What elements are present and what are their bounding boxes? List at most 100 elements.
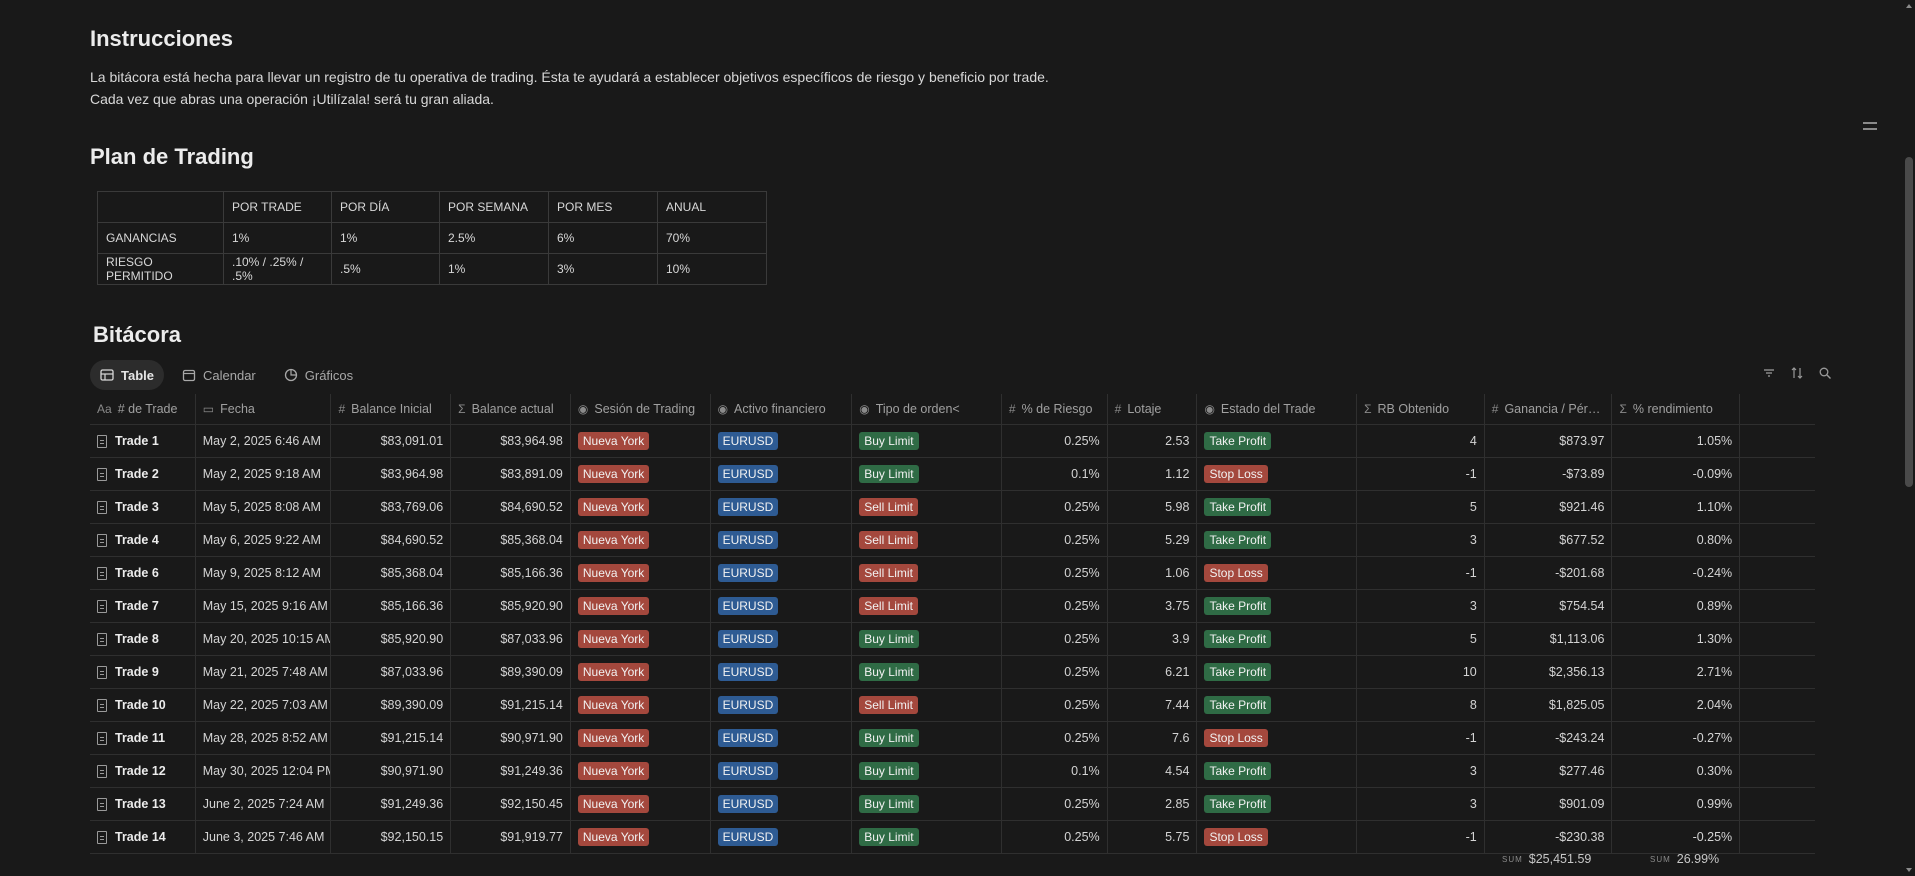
plan-cell[interactable]: .5%: [331, 253, 440, 285]
column-header[interactable]: # Lotaje: [1108, 394, 1198, 424]
cell-trade[interactable]: Trade 11: [90, 722, 196, 754]
cell-sesion[interactable]: Nueva York: [571, 623, 711, 655]
cell-lotaje[interactable]: 5.75: [1108, 821, 1198, 853]
cell-fecha[interactable]: May 22, 2025 7:03 AM: [196, 689, 332, 721]
cell-bal-ini[interactable]: $84,690.52: [331, 524, 452, 556]
tab-graficos[interactable]: Gráficos: [274, 360, 363, 390]
cell-ganancia[interactable]: $2,356.13: [1485, 656, 1613, 688]
column-header[interactable]: Σ % rendimiento: [1612, 394, 1741, 424]
plan-cell[interactable]: .10% / .25% / .5%: [223, 253, 332, 285]
cell-rb[interactable]: 8: [1357, 689, 1485, 721]
cell-orden[interactable]: Sell Limit: [852, 491, 1002, 523]
column-header[interactable]: ◉ Tipo de orden<: [852, 394, 1002, 424]
cell-lotaje[interactable]: 5.29: [1108, 524, 1198, 556]
cell-orden[interactable]: Sell Limit: [852, 557, 1002, 589]
cell-bal-ini[interactable]: $85,166.36: [331, 590, 452, 622]
cell-bal-act[interactable]: $89,390.09: [451, 656, 571, 688]
cell-rend[interactable]: 0.89%: [1612, 590, 1741, 622]
cell-bal-act[interactable]: $83,964.98: [451, 425, 571, 457]
column-header[interactable]: ◉ Estado del Trade: [1197, 394, 1358, 424]
table-row[interactable]: Trade 11 May 28, 2025 8:52 AM $91,215.14 $9…: [90, 722, 1815, 755]
cell-sesion[interactable]: Nueva York: [571, 590, 711, 622]
cell-trade[interactable]: Trade 2: [90, 458, 196, 490]
cell-estado[interactable]: Stop Loss: [1197, 722, 1358, 754]
cell-bal-ini[interactable]: $89,390.09: [331, 689, 452, 721]
cell-riesgo[interactable]: 0.1%: [1002, 755, 1108, 787]
plan-cell[interactable]: 2.5%: [439, 222, 549, 254]
cell-rb[interactable]: 10: [1357, 656, 1485, 688]
plan-cell[interactable]: POR TRADE: [223, 191, 332, 223]
cell-trade[interactable]: Trade 4: [90, 524, 196, 556]
tab-calendar[interactable]: Calendar: [172, 360, 266, 390]
cell-rb[interactable]: -1: [1357, 722, 1485, 754]
cell-sesion[interactable]: Nueva York: [571, 689, 711, 721]
cell-rend[interactable]: 2.04%: [1612, 689, 1741, 721]
cell-rb[interactable]: 4: [1357, 425, 1485, 457]
column-header[interactable]: # Ganancia / Pér…: [1485, 394, 1613, 424]
cell-bal-act[interactable]: $87,033.96: [451, 623, 571, 655]
cell-sesion[interactable]: Nueva York: [571, 524, 711, 556]
cell-estado[interactable]: Take Profit: [1197, 425, 1358, 457]
plan-cell[interactable]: 6%: [548, 222, 658, 254]
cell-activo[interactable]: EURUSD: [711, 590, 853, 622]
cell-activo[interactable]: EURUSD: [711, 491, 853, 523]
cell-sesion[interactable]: Nueva York: [571, 821, 711, 853]
cell-sesion[interactable]: Nueva York: [571, 755, 711, 787]
cell-orden[interactable]: Buy Limit: [852, 788, 1002, 820]
cell-activo[interactable]: EURUSD: [711, 821, 853, 853]
cell-fecha[interactable]: May 20, 2025 10:15 AM: [196, 623, 332, 655]
column-header[interactable]: # % de Riesgo: [1002, 394, 1108, 424]
cell-orden[interactable]: Buy Limit: [852, 755, 1002, 787]
cell-bal-ini[interactable]: $87,033.96: [331, 656, 452, 688]
cell-riesgo[interactable]: 0.25%: [1002, 557, 1108, 589]
filter-icon[interactable]: [1762, 366, 1776, 380]
cell-rend[interactable]: 1.30%: [1612, 623, 1741, 655]
cell-orden[interactable]: Sell Limit: [852, 689, 1002, 721]
plan-cell[interactable]: 1%: [439, 253, 549, 285]
cell-orden[interactable]: Buy Limit: [852, 821, 1002, 853]
cell-rend[interactable]: -0.27%: [1612, 722, 1741, 754]
cell-orden[interactable]: Buy Limit: [852, 656, 1002, 688]
cell-sesion[interactable]: Nueva York: [571, 788, 711, 820]
cell-lotaje[interactable]: 2.85: [1108, 788, 1198, 820]
cell-activo[interactable]: EURUSD: [711, 755, 853, 787]
cell-rend[interactable]: 1.10%: [1612, 491, 1741, 523]
cell-riesgo[interactable]: 0.25%: [1002, 656, 1108, 688]
cell-riesgo[interactable]: 0.25%: [1002, 623, 1108, 655]
cell-activo[interactable]: EURUSD: [711, 524, 853, 556]
cell-ganancia[interactable]: $277.46: [1485, 755, 1613, 787]
cell-ganancia[interactable]: $754.54: [1485, 590, 1613, 622]
cell-bal-ini[interactable]: $85,368.04: [331, 557, 452, 589]
cell-trade[interactable]: Trade 10: [90, 689, 196, 721]
cell-rb[interactable]: 3: [1357, 524, 1485, 556]
table-row[interactable]: Trade 7 May 15, 2025 9:16 AM $85,166.36 $85…: [90, 590, 1815, 623]
cell-riesgo[interactable]: 0.25%: [1002, 524, 1108, 556]
cell-ganancia[interactable]: $901.09: [1485, 788, 1613, 820]
cell-activo[interactable]: EURUSD: [711, 788, 853, 820]
plan-cell[interactable]: POR MES: [548, 191, 658, 223]
cell-bal-ini[interactable]: $90,971.90: [331, 755, 452, 787]
plan-cell[interactable]: POR DÍA: [331, 191, 440, 223]
scroll-up-arrow[interactable]: [1906, 4, 1912, 8]
cell-estado[interactable]: Stop Loss: [1197, 821, 1358, 853]
cell-orden[interactable]: Buy Limit: [852, 623, 1002, 655]
cell-bal-act[interactable]: $85,166.36: [451, 557, 571, 589]
cell-trade[interactable]: Trade 1: [90, 425, 196, 457]
cell-lotaje[interactable]: 6.21: [1108, 656, 1198, 688]
cell-orden[interactable]: Buy Limit: [852, 722, 1002, 754]
cell-lotaje[interactable]: 3.75: [1108, 590, 1198, 622]
cell-fecha[interactable]: May 9, 2025 8:12 AM: [196, 557, 332, 589]
cell-activo[interactable]: EURUSD: [711, 689, 853, 721]
cell-rb[interactable]: -1: [1357, 458, 1485, 490]
cell-trade[interactable]: Trade 12: [90, 755, 196, 787]
table-row[interactable]: Trade 2 May 2, 2025 9:18 AM $83,964.98 $83,…: [90, 458, 1815, 491]
cell-estado[interactable]: Stop Loss: [1197, 458, 1358, 490]
cell-bal-ini[interactable]: $83,964.98: [331, 458, 452, 490]
cell-lotaje[interactable]: 7.6: [1108, 722, 1198, 754]
cell-estado[interactable]: Take Profit: [1197, 755, 1358, 787]
cell-fecha[interactable]: May 6, 2025 9:22 AM: [196, 524, 332, 556]
cell-estado[interactable]: Take Profit: [1197, 788, 1358, 820]
plan-cell[interactable]: 1%: [331, 222, 440, 254]
cell-bal-ini[interactable]: $83,769.06: [331, 491, 452, 523]
cell-bal-act[interactable]: $85,368.04: [451, 524, 571, 556]
